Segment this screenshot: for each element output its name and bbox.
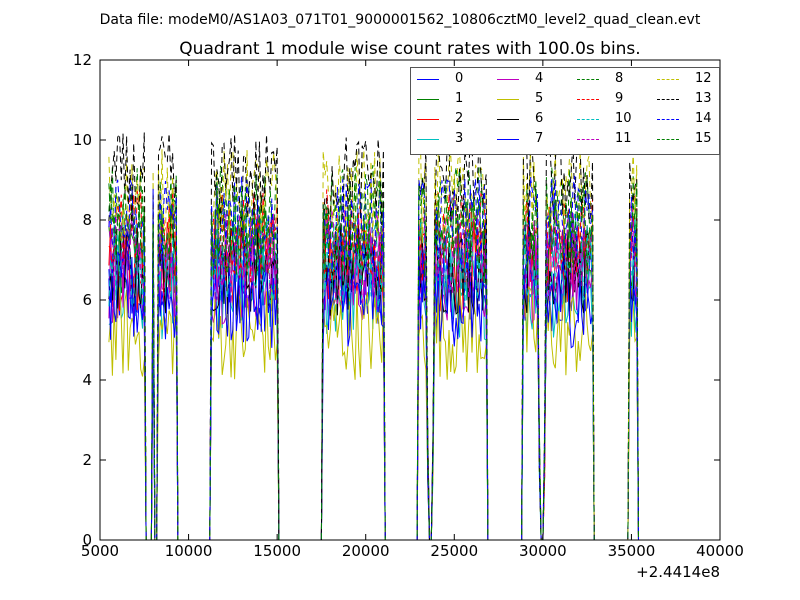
legend-swatch: [577, 79, 599, 80]
y-tick-label: 8: [82, 211, 92, 229]
legend-item-13: 13: [651, 90, 731, 108]
legend-swatch: [417, 139, 439, 140]
legend-label: 6: [535, 111, 544, 126]
legend-swatch: [417, 99, 439, 100]
legend-item-6: 6: [491, 110, 571, 128]
legend-swatch: [657, 139, 679, 140]
legend-label: 13: [695, 91, 712, 106]
legend-label: 12: [695, 71, 712, 86]
legend-label: 4: [535, 71, 544, 86]
series-line-7: [108, 250, 639, 540]
legend-item-7: 7: [491, 130, 571, 148]
legend-item-8: 8: [571, 70, 651, 88]
legend-label: 2: [455, 111, 464, 126]
legend-swatch: [417, 79, 439, 80]
legend-item-12: 12: [651, 70, 731, 88]
series-line-15: [108, 180, 639, 540]
series-line-11: [108, 207, 639, 540]
legend-item-1: 1: [411, 90, 491, 108]
legend-label: 3: [455, 131, 464, 146]
legend-label: 15: [695, 131, 712, 146]
legend-label: 5: [535, 91, 544, 106]
legend-item-0: 0: [411, 70, 491, 88]
legend-label: 7: [535, 131, 544, 146]
x-tick-label: 30000: [519, 542, 567, 560]
x-offset-label: +2.4414e8: [636, 563, 720, 581]
x-tick-label: 5000: [81, 542, 119, 560]
legend-label: 0: [455, 71, 464, 86]
x-tick-label: 20000: [342, 542, 390, 560]
legend-item-2: 2: [411, 110, 491, 128]
legend-item-9: 9: [571, 90, 651, 108]
legend-label: 11: [615, 131, 632, 146]
x-axis: 5000 10000 15000 20000 25000 30000 35000 40000: [81, 60, 744, 560]
series-line-10: [108, 212, 639, 540]
legend-swatch: [657, 119, 679, 120]
legend-swatch: [497, 79, 519, 80]
legend-swatch: [417, 119, 439, 120]
legend-item-14: 14: [651, 110, 731, 128]
legend-item-5: 5: [491, 90, 571, 108]
legend-label: 8: [615, 71, 624, 86]
legend-swatch: [657, 99, 679, 100]
legend-item-15: 15: [651, 130, 731, 148]
y-tick-label: 6: [82, 291, 92, 309]
legend-swatch: [657, 79, 679, 80]
legend-swatch: [497, 99, 519, 100]
legend-swatch: [497, 139, 519, 140]
x-tick-label: 40000: [696, 542, 744, 560]
y-tick-label: 2: [82, 451, 92, 469]
series-line-14: [108, 175, 639, 540]
x-tick-label: 10000: [165, 542, 213, 560]
legend-swatch: [497, 119, 519, 120]
y-tick-label: 4: [82, 371, 92, 389]
legend-swatch: [577, 119, 599, 120]
series-line-6: [108, 221, 639, 540]
y-tick-label: 0: [82, 531, 92, 549]
legend-item-4: 4: [491, 70, 571, 88]
legend-label: 1: [455, 91, 464, 106]
series-line-12: [108, 147, 639, 540]
legend-label: 10: [615, 111, 632, 126]
legend-label: 9: [615, 91, 624, 106]
x-tick-label: 15000: [253, 542, 301, 560]
series-layer: [108, 132, 639, 540]
legend: 0 1 2 3 4 5 6 7 8 9 10 11 12 13 14 15: [410, 67, 720, 155]
chart-title: Quadrant 1 module wise count rates with …: [179, 39, 640, 59]
legend-item-3: 3: [411, 130, 491, 148]
legend-item-11: 11: [571, 130, 651, 148]
y-tick-label: 10: [73, 131, 92, 149]
legend-item-10: 10: [571, 110, 651, 128]
series-line-9: [108, 189, 639, 540]
series-line-5: [108, 285, 639, 540]
y-tick-label: 12: [73, 51, 92, 69]
legend-label: 14: [695, 111, 712, 126]
legend-swatch: [577, 99, 599, 100]
x-tick-label: 35000: [608, 542, 656, 560]
legend-swatch: [577, 139, 599, 140]
data-file-header: Data file: modeM0/AS1A03_071T01_90000015…: [100, 12, 701, 28]
x-tick-label: 25000: [430, 542, 478, 560]
